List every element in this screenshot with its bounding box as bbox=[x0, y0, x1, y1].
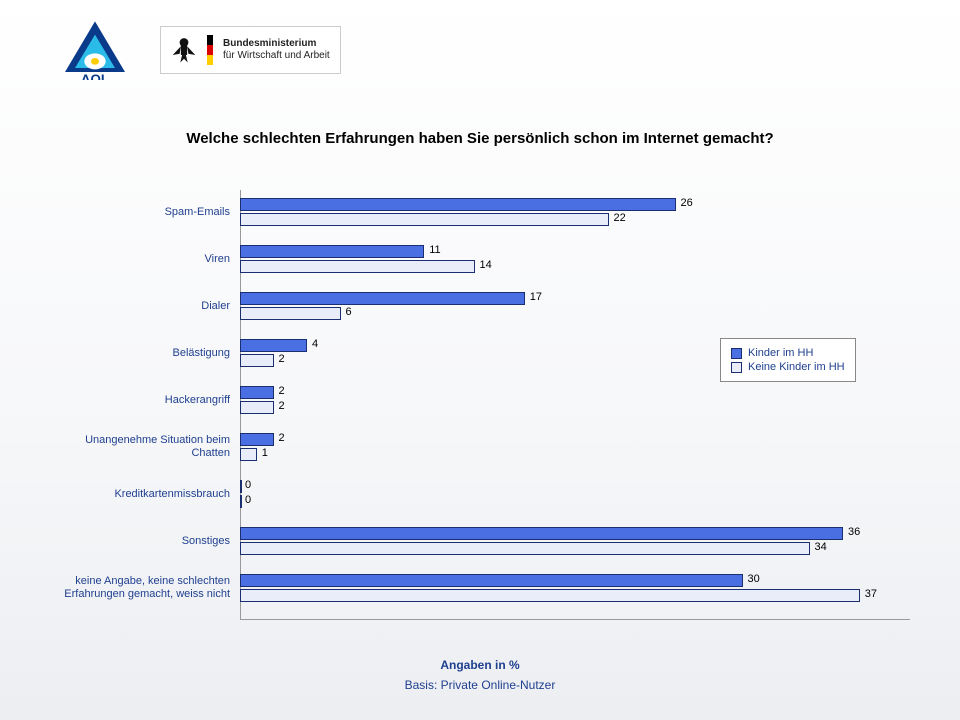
category-label: Dialer bbox=[50, 294, 230, 318]
bar-value-label: 4 bbox=[312, 338, 318, 350]
category-label: Hackerangriff bbox=[50, 388, 230, 412]
bar bbox=[240, 198, 676, 211]
legend-label: Kinder im HH bbox=[748, 347, 813, 359]
legend-swatch bbox=[731, 362, 742, 373]
stripe-gold bbox=[207, 55, 213, 65]
aol-logo-text: AOL bbox=[81, 71, 109, 80]
footer-line1: Angaben in % bbox=[0, 658, 960, 672]
bar bbox=[240, 433, 274, 446]
bar bbox=[240, 213, 609, 226]
bar-value-label: 2 bbox=[279, 385, 285, 397]
bar bbox=[240, 386, 274, 399]
legend-swatch bbox=[731, 348, 742, 359]
bar-value-label: 6 bbox=[346, 306, 352, 318]
chart: Spam-Emails2622Viren1114Dialer176Belästi… bbox=[50, 190, 920, 650]
bar-value-label: 37 bbox=[865, 588, 877, 600]
chart-footer: Angaben in % Basis: Private Online-Nutze… bbox=[0, 658, 960, 692]
bar bbox=[240, 401, 274, 414]
legend-label: Keine Kinder im HH bbox=[748, 361, 845, 373]
bar bbox=[240, 307, 341, 320]
bar-value-label: 0 bbox=[245, 479, 251, 491]
bar-value-label: 2 bbox=[279, 353, 285, 365]
category-label: Unangenehme Situation beim Chatten bbox=[50, 435, 230, 459]
bar-value-label: 1 bbox=[262, 447, 268, 459]
bar bbox=[240, 574, 743, 587]
category-label: keine Angabe, keine schlechtenErfahrunge… bbox=[50, 575, 230, 599]
bar-value-label: 26 bbox=[681, 197, 693, 209]
aol-logo: AOL bbox=[60, 20, 130, 80]
bar-value-label: 34 bbox=[815, 541, 827, 553]
legend-row: Keine Kinder im HH bbox=[731, 361, 845, 373]
bmwa-line2: für Wirtschaft und Arbeit bbox=[223, 50, 330, 62]
header: AOL Bundesministerium für Wirtschaft und… bbox=[60, 20, 341, 80]
bar bbox=[240, 448, 257, 461]
eagle-icon bbox=[171, 35, 197, 65]
bar bbox=[240, 245, 424, 258]
category-label: Kreditkartenmissbrauch bbox=[50, 482, 230, 506]
chart-title: Welche schlechten Erfahrungen haben Sie … bbox=[0, 130, 960, 147]
legend-row: Kinder im HH bbox=[731, 347, 845, 359]
bar-value-label: 22 bbox=[614, 212, 626, 224]
bar bbox=[240, 292, 525, 305]
footer-line2: Basis: Private Online-Nutzer bbox=[0, 678, 960, 692]
bar-value-label: 2 bbox=[279, 432, 285, 444]
bmwa-text: Bundesministerium für Wirtschaft und Arb… bbox=[223, 38, 330, 62]
bar-value-label: 17 bbox=[530, 291, 542, 303]
bar-value-label: 14 bbox=[480, 259, 492, 271]
category-label: Belästigung bbox=[50, 341, 230, 365]
stripe-red bbox=[207, 45, 213, 55]
legend: Kinder im HH Keine Kinder im HH bbox=[720, 338, 856, 382]
bar bbox=[240, 542, 810, 555]
bar-value-label: 2 bbox=[279, 400, 285, 412]
bar bbox=[240, 339, 307, 352]
stripe-black bbox=[207, 35, 213, 45]
category-label: Viren bbox=[50, 247, 230, 271]
bar bbox=[240, 260, 475, 273]
bar-value-label: 11 bbox=[429, 244, 440, 256]
category-label: Sonstiges bbox=[50, 529, 230, 553]
bar bbox=[240, 589, 860, 602]
bar-value-label: 30 bbox=[748, 573, 760, 585]
bar-value-label: 36 bbox=[848, 526, 860, 538]
bar bbox=[240, 354, 274, 367]
bmwa-line1: Bundesministerium bbox=[223, 38, 316, 49]
category-label: Spam-Emails bbox=[50, 200, 230, 224]
bar bbox=[240, 495, 242, 508]
bmwa-logo: Bundesministerium für Wirtschaft und Arb… bbox=[160, 26, 341, 74]
bar bbox=[240, 480, 242, 493]
bar-value-label: 0 bbox=[245, 494, 251, 506]
flag-stripe bbox=[207, 35, 213, 65]
bar bbox=[240, 527, 843, 540]
